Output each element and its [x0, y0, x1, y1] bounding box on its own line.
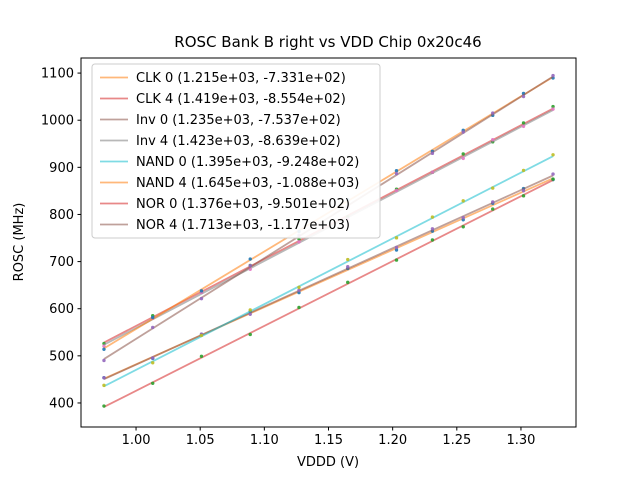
data-point — [297, 240, 301, 244]
data-point — [297, 288, 301, 292]
data-point — [151, 325, 155, 330]
x-axis-ticks: 1.00 1.05 1.10 1.15 1.20 1.25 1.30 — [122, 427, 535, 448]
data-point — [430, 238, 435, 242]
data-point — [551, 104, 555, 109]
legend-entry-label: Inv 0 (1.235e+03, -7.537e+02) — [136, 113, 341, 128]
legend-entry-label: NAND 0 (1.395e+03, -9.248e+02) — [136, 155, 359, 170]
data-point — [394, 171, 399, 176]
data-point — [151, 361, 155, 365]
data-point — [102, 376, 106, 380]
legend-box — [91, 63, 381, 239]
data-point — [102, 383, 106, 388]
x-tick-label: 1.25 — [442, 433, 471, 448]
data-point — [461, 152, 465, 156]
data-point — [151, 315, 155, 320]
data-point — [461, 215, 465, 220]
data-point — [151, 356, 155, 360]
data-point — [151, 381, 155, 385]
data-point — [491, 137, 495, 142]
data-point — [102, 404, 106, 408]
legend: CLK 0 (1.215e+03, -7.331e+02) CLK 4 (1.41… — [91, 63, 381, 239]
data-point — [199, 354, 204, 358]
y-tick-label: 1100 — [41, 67, 74, 82]
legend-entry-label: NAND 4 (1.645e+03, -1.088e+03) — [136, 176, 359, 191]
data-point — [491, 111, 495, 115]
legend-entry-label: NOR 4 (1.713e+03, -1.177e+03) — [136, 218, 350, 233]
data-point — [461, 156, 465, 161]
data-point — [521, 124, 526, 129]
y-tick-label: 700 — [49, 255, 74, 270]
series-nand-0 — [102, 153, 555, 388]
legend-entry-label: CLK 4 (1.419e+03, -8.554e+02) — [136, 92, 346, 107]
data-point — [394, 258, 399, 262]
data-point — [551, 107, 555, 111]
series-nor-0 — [102, 177, 555, 408]
y-axis-ticks: 400 500 600 700 800 900 1000 1100 — [41, 67, 81, 411]
data-point — [491, 186, 495, 190]
data-point — [521, 189, 526, 193]
y-tick-label: 400 — [49, 396, 74, 411]
data-point — [430, 151, 435, 156]
legend-entry-label: Inv 4 (1.423e+03, -8.639e+02) — [136, 134, 341, 149]
data-point — [394, 168, 399, 173]
x-tick-label: 1.10 — [250, 433, 279, 448]
data-point — [102, 347, 106, 351]
y-tick-label: 900 — [49, 161, 74, 176]
data-point — [521, 94, 526, 99]
x-tick-label: 1.15 — [314, 433, 343, 448]
data-point — [521, 194, 526, 198]
data-point — [430, 227, 435, 231]
data-point — [394, 248, 399, 252]
legend-entry-label: NOR 0 (1.376e+03, -9.501e+02) — [136, 197, 350, 212]
data-point — [491, 200, 495, 204]
data-point — [394, 245, 399, 250]
data-point — [199, 289, 204, 293]
data-point — [248, 263, 252, 268]
fit-line — [103, 179, 554, 408]
legend-entry-label: CLK 0 (1.215e+03, -7.331e+02) — [136, 71, 346, 86]
data-point — [297, 305, 301, 310]
x-tick-label: 1.00 — [122, 433, 151, 448]
data-point — [551, 172, 555, 176]
data-point — [461, 130, 465, 134]
x-tick-label: 1.30 — [506, 433, 535, 448]
data-point — [551, 177, 555, 181]
y-axis-label: ROSC (MHz) — [12, 203, 27, 282]
x-tick-label: 1.05 — [186, 433, 215, 448]
y-tick-label: 500 — [49, 349, 74, 364]
fit-line — [103, 174, 554, 381]
y-tick-label: 600 — [49, 302, 74, 317]
x-axis-label: VDDD (V) — [297, 455, 359, 470]
data-point — [430, 215, 435, 219]
data-point — [461, 225, 465, 229]
fit-line — [103, 155, 554, 388]
data-point — [297, 285, 301, 290]
data-point — [491, 207, 495, 211]
data-point — [346, 257, 350, 262]
y-tick-label: 1000 — [41, 114, 74, 129]
data-point — [461, 199, 465, 203]
data-point — [248, 312, 252, 316]
data-point — [248, 332, 252, 337]
data-point — [346, 280, 350, 285]
data-point — [430, 170, 435, 174]
data-point — [346, 265, 350, 269]
data-point — [199, 296, 204, 301]
data-point — [394, 236, 399, 240]
data-point — [521, 168, 526, 173]
data-point — [521, 121, 526, 125]
data-point — [394, 188, 399, 193]
data-point — [199, 333, 204, 338]
data-point — [551, 153, 555, 157]
data-point — [551, 73, 555, 78]
data-point — [248, 257, 252, 261]
x-tick-label: 1.20 — [378, 433, 407, 448]
data-point — [102, 358, 106, 363]
y-tick-label: 800 — [49, 208, 74, 223]
chart-title: ROSC Bank B right vs VDD Chip 0x20c46 — [174, 33, 481, 51]
data-point — [248, 308, 252, 312]
